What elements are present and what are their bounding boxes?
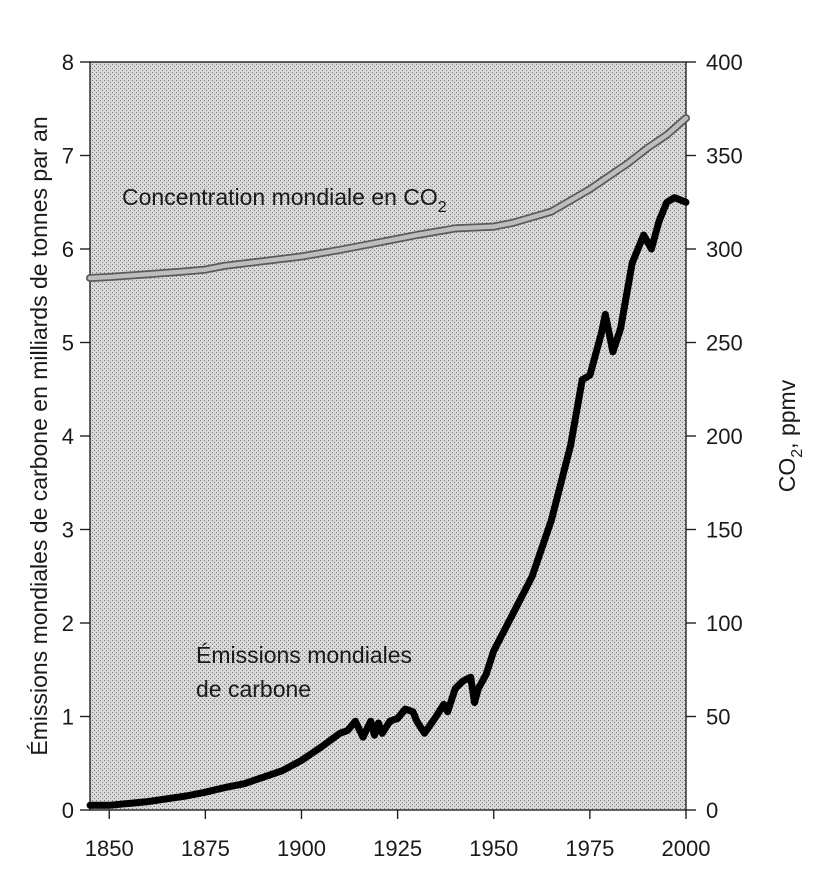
left-tick-label: 4 [62,424,74,449]
x-tick-label: 1925 [373,836,422,861]
left-axis: 0 1 2 3 4 5 6 7 8 [62,50,90,823]
x-tick-label: 1900 [277,836,326,861]
left-tick-label: 3 [62,518,74,543]
right-tick-label: 100 [706,611,743,636]
right-tick-label: 400 [706,50,743,75]
right-tick-label: 250 [706,331,743,356]
left-axis-title: Émissions mondiales de carbone en millia… [26,116,52,755]
right-tick-label: 200 [706,424,743,449]
right-tick-label: 150 [706,518,743,543]
left-tick-label: 6 [62,237,74,262]
plot-area [89,61,687,811]
co2-series-label: Concentration mondiale en CO2 [122,184,447,216]
x-tick-label: 2000 [662,836,711,861]
right-axis-title: CO2, ppmv [774,379,806,492]
carbon-emissions-line [86,194,690,809]
x-tick-label: 1850 [85,836,134,861]
right-tick-label: 0 [706,798,718,823]
right-tick-label: 300 [706,237,743,262]
x-tick-label: 1975 [565,836,614,861]
right-tick-label: 350 [706,144,743,169]
x-tick-label: 1875 [181,836,230,861]
left-tick-label: 2 [62,611,74,636]
x-axis: 1850 1875 1900 1925 1950 1975 2000 [85,810,711,861]
co2-concentration-line [87,115,689,281]
x-tick-label: 1950 [469,836,518,861]
right-tick-label: 50 [706,705,730,730]
left-tick-label: 5 [62,331,74,356]
left-tick-label: 1 [62,705,74,730]
emissions-series-label-line2: de carbone [196,676,311,702]
right-axis: 0 50 100 150 200 250 300 350 400 [686,50,743,823]
emissions-series-label-line1: Émissions mondiales [196,642,412,668]
left-tick-label: 7 [62,144,74,169]
left-tick-label: 0 [62,798,74,823]
left-tick-label: 8 [62,50,74,75]
